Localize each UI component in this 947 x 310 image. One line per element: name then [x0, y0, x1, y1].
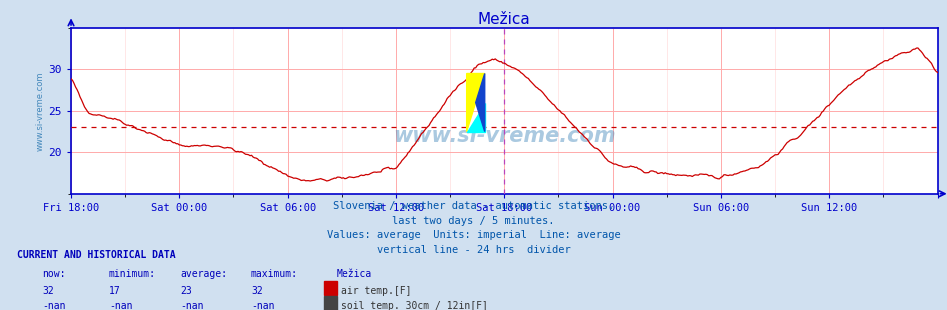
Text: air temp.[F]: air temp.[F]	[341, 286, 411, 296]
Text: -nan: -nan	[180, 301, 204, 310]
Text: www.si-vreme.com: www.si-vreme.com	[393, 126, 616, 146]
Text: CURRENT AND HISTORICAL DATA: CURRENT AND HISTORICAL DATA	[17, 250, 176, 260]
Bar	[324, 296, 337, 310]
Text: 32: 32	[251, 286, 262, 296]
Title: Mežica: Mežica	[478, 12, 530, 27]
Text: 23: 23	[180, 286, 191, 296]
Text: -nan: -nan	[251, 301, 275, 310]
Text: vertical line - 24 hrs  divider: vertical line - 24 hrs divider	[377, 245, 570, 255]
Text: now:: now:	[43, 269, 66, 279]
Polygon shape	[467, 103, 485, 131]
Text: soil temp. 30cm / 12in[F]: soil temp. 30cm / 12in[F]	[341, 301, 488, 310]
Polygon shape	[475, 73, 485, 131]
Text: maximum:: maximum:	[251, 269, 298, 279]
Text: minimum:: minimum:	[109, 269, 156, 279]
Bar	[324, 281, 337, 295]
Text: Values: average  Units: imperial  Line: average: Values: average Units: imperial Line: av…	[327, 230, 620, 240]
Text: 17: 17	[109, 286, 120, 296]
Y-axis label: www.si-vreme.com: www.si-vreme.com	[35, 71, 45, 151]
Text: average:: average:	[180, 269, 227, 279]
Text: Slovenia / weather data - automatic stations.: Slovenia / weather data - automatic stat…	[333, 201, 614, 211]
Polygon shape	[467, 73, 485, 131]
Text: 32: 32	[43, 286, 54, 296]
Text: last two days / 5 minutes.: last two days / 5 minutes.	[392, 216, 555, 226]
Text: -nan: -nan	[109, 301, 133, 310]
Text: -nan: -nan	[43, 301, 66, 310]
Text: Mežica: Mežica	[336, 269, 371, 279]
